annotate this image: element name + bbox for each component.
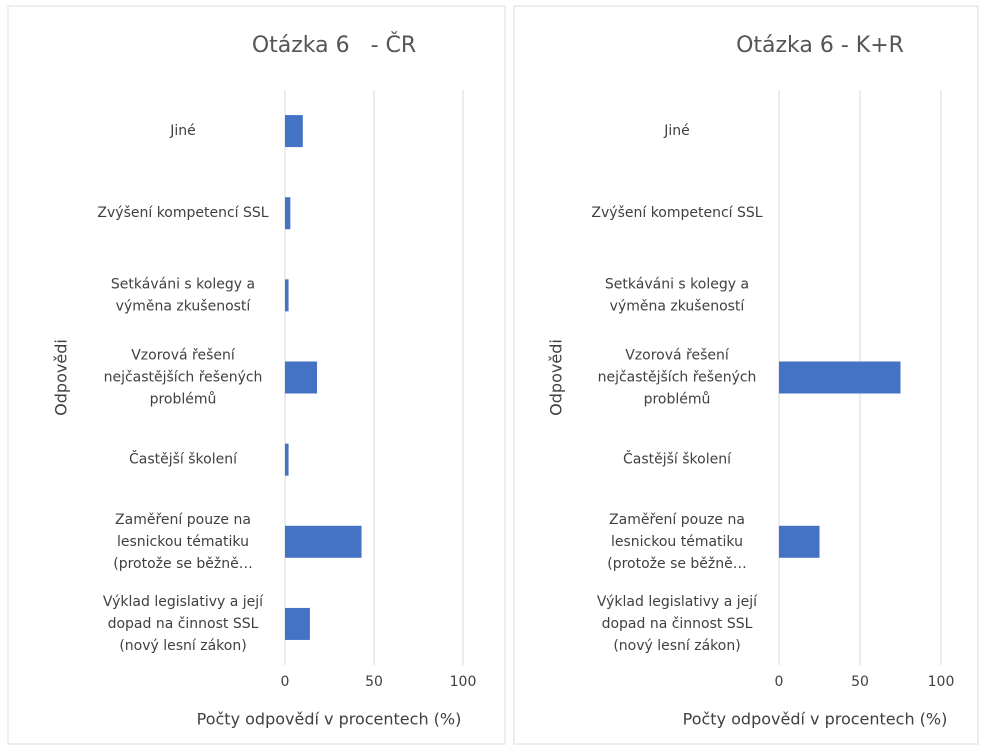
- label-line: nejčastějších řešených: [598, 370, 757, 386]
- label-line: dopad na činnost SSL: [108, 616, 259, 632]
- label-line: (protože se běžně…: [607, 556, 747, 572]
- panel: [513, 5, 979, 745]
- y-tick-label: Výklad legislativy a její dopad na činnos…: [103, 594, 264, 654]
- bar: [285, 607, 310, 640]
- chart-title: Otázka 6 - K+R: [736, 33, 904, 58]
- label-line: Vzorová řešení: [131, 348, 236, 364]
- label-line: Zvýšení kompetencí SSL: [591, 205, 762, 221]
- bar: [285, 525, 362, 558]
- label-line: Častější školení: [129, 450, 238, 468]
- bar: [285, 115, 303, 148]
- label-line: (nový lesní zákon): [613, 638, 740, 654]
- label-line: Výklad legislativy a její: [103, 594, 264, 610]
- bar: [285, 279, 289, 312]
- bar: [779, 361, 901, 394]
- chart-title: Otázka 6 - ČR: [252, 32, 416, 58]
- x-tick-label: 50: [365, 674, 383, 690]
- label-line: Jiné: [663, 123, 690, 139]
- label-line: Setkáváni s kolegy a: [111, 276, 255, 292]
- y-tick-label: Vzorová řešení nejčastějších řešených prob…: [104, 348, 263, 408]
- y-tick-label: Setkáváni s kolegy a výměna zkušeností: [111, 276, 255, 314]
- label-line: dopad na činnost SSL: [602, 616, 753, 632]
- y-tick-label: Zvýšení kompetencí SSL: [591, 205, 762, 221]
- y-tick-label: Zaměření pouze na lesnickou tématiku (prot…: [607, 512, 747, 572]
- label-line: problémů: [150, 392, 217, 408]
- label-line: Vzorová řešení: [625, 348, 730, 364]
- y-axis-label: Odpovědi: [547, 339, 566, 416]
- label-line: lesnickou tématiku: [611, 534, 743, 550]
- bar: [285, 197, 291, 230]
- y-tick-label: Vzorová řešení nejčastějších řešených prob…: [598, 348, 757, 408]
- label-line: (protože se běžně…: [113, 556, 253, 572]
- label-line: Častější školení: [623, 450, 732, 468]
- label-line: Setkáváni s kolegy a: [605, 276, 749, 292]
- x-tick-label: 50: [851, 674, 869, 690]
- x-tick-label: 0: [281, 674, 290, 690]
- label-line: Zaměření pouze na: [609, 512, 745, 528]
- panel: [7, 5, 506, 745]
- x-tick-label: 100: [928, 674, 955, 690]
- bar: [285, 361, 318, 394]
- y-tick-label: Jiné: [663, 123, 690, 139]
- y-tick-label: Zvýšení kompetencí SSL: [97, 205, 268, 221]
- y-tick-label: Častější školení: [623, 450, 732, 468]
- x-axis-label: Počty odpovědí v procentech (%): [197, 710, 462, 729]
- y-tick-label: Setkáváni s kolegy a výměna zkušeností: [605, 276, 749, 314]
- bar: [285, 443, 289, 476]
- label-line: výměna zkušeností: [116, 298, 252, 314]
- x-tick-label: 0: [775, 674, 784, 690]
- y-tick-label: Zaměření pouze na lesnickou tématiku (prot…: [113, 512, 253, 572]
- bar: [779, 525, 820, 558]
- y-axis-label: Odpovědi: [52, 339, 71, 416]
- label-line: Zvýšení kompetencí SSL: [97, 205, 268, 221]
- label-line: (nový lesní zákon): [119, 638, 246, 654]
- label-line: Výklad legislativy a její: [597, 594, 758, 610]
- y-tick-label: Výklad legislativy a její dopad na činnos…: [597, 594, 758, 654]
- label-line: problémů: [644, 392, 711, 408]
- label-line: Zaměření pouze na: [115, 512, 251, 528]
- label-line: nejčastějších řešených: [104, 370, 263, 386]
- y-tick-label: Jiné: [169, 123, 196, 139]
- y-tick-label: Častější školení: [129, 450, 238, 468]
- x-axis-label: Počty odpovědí v procentech (%): [683, 710, 948, 729]
- label-line: Jiné: [169, 123, 196, 139]
- x-tick-label: 100: [450, 674, 477, 690]
- label-line: lesnickou tématiku: [117, 534, 249, 550]
- label-line: výměna zkušeností: [610, 298, 746, 314]
